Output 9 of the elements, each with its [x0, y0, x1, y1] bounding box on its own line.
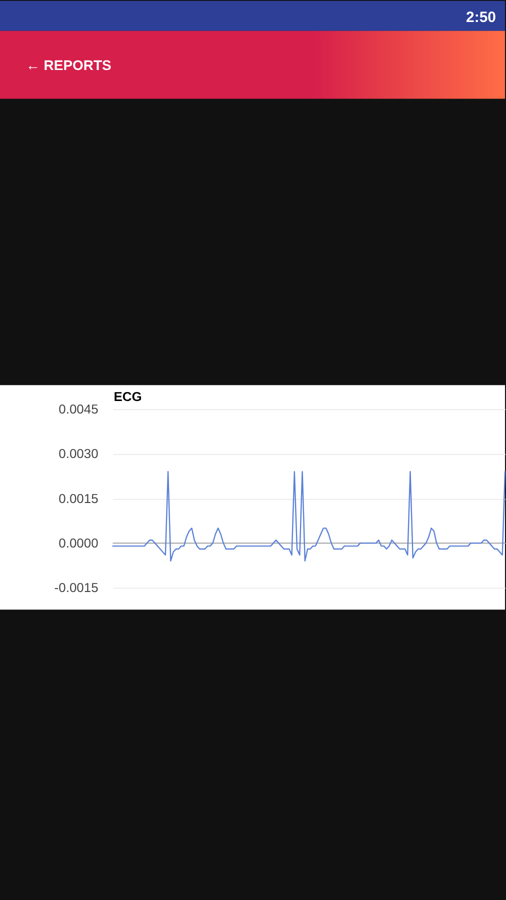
y-tick-label: 0.0015 [58, 490, 98, 506]
text: ← REPORTS [26, 56, 112, 73]
y-tick-label: 0.0030 [58, 446, 98, 462]
y-tick-label: 0.0045 [58, 402, 98, 417]
text: 2:50 [466, 8, 496, 26]
y-tick-label: -0.0015 [54, 580, 98, 596]
y-tick-label: 0.0000 [58, 536, 98, 551]
chart-title: ECG [114, 389, 142, 404]
line-series [112, 471, 506, 562]
